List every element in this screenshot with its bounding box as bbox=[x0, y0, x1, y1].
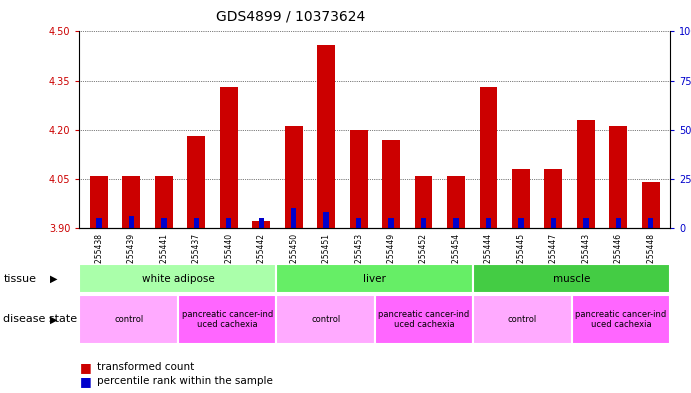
Bar bbox=[79, 295, 178, 344]
Text: transformed count: transformed count bbox=[97, 362, 194, 373]
Text: white adipose: white adipose bbox=[142, 274, 214, 284]
Text: pancreatic cancer-ind
uced cachexia: pancreatic cancer-ind uced cachexia bbox=[576, 310, 667, 329]
Bar bbox=[486, 218, 491, 228]
Bar bbox=[276, 295, 375, 344]
Bar bbox=[421, 218, 426, 228]
Text: muscle: muscle bbox=[553, 274, 591, 284]
Text: disease state: disease state bbox=[3, 314, 77, 324]
Bar bbox=[583, 218, 589, 228]
Bar bbox=[415, 176, 433, 228]
Bar bbox=[609, 127, 627, 228]
Bar bbox=[473, 264, 670, 293]
Bar bbox=[252, 221, 270, 228]
Bar bbox=[388, 218, 394, 228]
Bar bbox=[193, 218, 199, 228]
Bar bbox=[323, 212, 329, 228]
Bar bbox=[187, 136, 205, 228]
Text: ▶: ▶ bbox=[50, 274, 57, 284]
Bar bbox=[473, 295, 571, 344]
Bar bbox=[545, 169, 562, 228]
Bar bbox=[96, 218, 102, 228]
Text: pancreatic cancer-ind
uced cachexia: pancreatic cancer-ind uced cachexia bbox=[182, 310, 273, 329]
Bar bbox=[291, 208, 296, 228]
Text: ▶: ▶ bbox=[50, 314, 57, 324]
Text: control: control bbox=[114, 315, 143, 324]
Bar bbox=[317, 44, 335, 228]
Bar bbox=[577, 120, 595, 228]
Bar bbox=[648, 218, 654, 228]
Bar bbox=[518, 218, 524, 228]
Text: ■: ■ bbox=[79, 361, 91, 374]
Bar bbox=[571, 295, 670, 344]
Text: tissue: tissue bbox=[3, 274, 37, 284]
Bar bbox=[122, 176, 140, 228]
Bar bbox=[129, 216, 134, 228]
Bar bbox=[79, 264, 276, 293]
Bar bbox=[350, 130, 368, 228]
Bar bbox=[453, 218, 459, 228]
Text: control: control bbox=[311, 315, 340, 324]
Bar bbox=[356, 218, 361, 228]
Text: liver: liver bbox=[363, 274, 386, 284]
Bar bbox=[642, 182, 660, 228]
Text: percentile rank within the sample: percentile rank within the sample bbox=[97, 376, 273, 386]
Bar bbox=[90, 176, 108, 228]
Bar bbox=[616, 218, 621, 228]
Bar bbox=[285, 127, 303, 228]
Bar bbox=[480, 87, 498, 228]
Bar bbox=[382, 140, 400, 228]
Text: pancreatic cancer-ind
uced cachexia: pancreatic cancer-ind uced cachexia bbox=[379, 310, 470, 329]
Bar bbox=[447, 176, 465, 228]
Bar bbox=[220, 87, 238, 228]
Bar bbox=[258, 218, 264, 228]
Bar bbox=[178, 295, 276, 344]
Bar bbox=[512, 169, 530, 228]
Text: control: control bbox=[508, 315, 537, 324]
Text: GDS4899 / 10373624: GDS4899 / 10373624 bbox=[216, 10, 365, 24]
Bar bbox=[161, 218, 167, 228]
Bar bbox=[226, 218, 231, 228]
Bar bbox=[551, 218, 556, 228]
Bar bbox=[276, 264, 473, 293]
Bar bbox=[375, 295, 473, 344]
Text: ■: ■ bbox=[79, 375, 91, 388]
Bar bbox=[155, 176, 173, 228]
